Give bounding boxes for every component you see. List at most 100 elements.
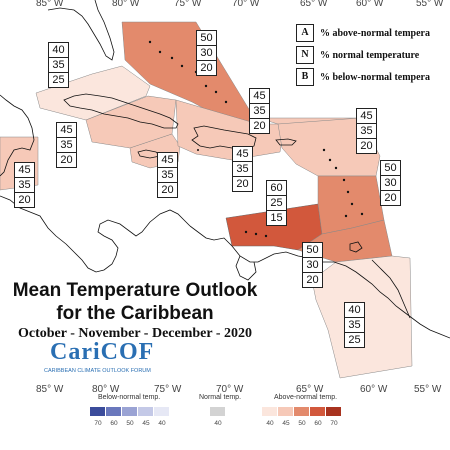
prob-box-cuba-north: 40 35 25 [48, 42, 69, 88]
island-dot [264, 234, 268, 238]
prob-above: 45 [250, 89, 269, 104]
lon-label-80w-bottom: 80° W [92, 384, 120, 395]
below-normal-tick-label: 60 [110, 420, 118, 427]
island-dot [328, 158, 332, 162]
lon-label-75w: 75° W [174, 0, 202, 9]
above-normal-swatch [278, 407, 293, 416]
below-normal-tick-label: 70 [94, 420, 102, 427]
lon-label-70w: 70° W [232, 0, 260, 9]
prob-above: 60 [267, 181, 286, 196]
prob-normal: 35 [15, 178, 34, 193]
above-normal-tick-label: 40 [266, 420, 274, 427]
caricof-logo: CariCOF CARIBBEAN CLIMATE OUTLOOK FORUM [44, 339, 184, 375]
prob-box-cuba-central: 45 35 20 [56, 122, 77, 168]
island-dot [254, 232, 258, 236]
prob-normal: 35 [250, 104, 269, 119]
coastline-maracaibo [235, 255, 257, 281]
prob-box-jamaica: 45 35 20 [157, 152, 178, 198]
prob-below: 20 [60, 154, 73, 166]
lon-label-85w: 85° W [36, 0, 64, 9]
coastline-central-america [0, 195, 191, 273]
island-dot [244, 230, 248, 234]
island-dot [342, 178, 346, 182]
below-normal-tick-label: 40 [158, 420, 166, 427]
above-normal-swatch [326, 407, 341, 416]
prob-normal: 30 [197, 46, 216, 61]
coastline-cuba [63, 93, 179, 129]
above-normal-tick-label: 50 [298, 420, 306, 427]
normal-caption: Normal temp. [199, 394, 242, 401]
prob-below: 20 [360, 140, 373, 152]
below-normal-caption: Below-normal temp. [98, 394, 161, 401]
prob-normal: 30 [303, 258, 322, 273]
prob-above: 45 [15, 163, 34, 178]
prob-above: 45 [233, 147, 252, 162]
key-text: % above-normal tempera [320, 27, 430, 39]
above-normal-tick-label: 60 [314, 420, 322, 427]
lon-label-70w-bottom: 70° W [216, 384, 244, 395]
prob-below: 25 [348, 334, 361, 346]
island-dot [344, 214, 348, 218]
coastline-guianas [371, 259, 411, 319]
prob-above: 40 [345, 303, 364, 318]
lon-label-80w: 80° W [112, 0, 140, 9]
zone-cuba-north [35, 65, 151, 121]
lon-label-60w-bottom: 60° W [360, 384, 388, 395]
key-legend: A % above-normal tempera N % normal temp… [296, 22, 450, 88]
prob-below: 20 [384, 192, 397, 204]
key-letter: A [296, 24, 314, 42]
prob-normal: 35 [49, 58, 68, 73]
island-dot [322, 148, 326, 152]
prob-above: 40 [49, 43, 68, 58]
logo-subtitle: CARIBBEAN CLIMATE OUTLOOK FORUM [44, 368, 151, 374]
forecast-period: October - November - December - 2020 [17, 326, 253, 341]
below-normal-tick-label: 45 [142, 420, 150, 427]
prob-normal: 35 [233, 162, 252, 177]
lon-label-55w-bottom: 55° W [414, 384, 442, 395]
key-text: % normal temperature [320, 49, 420, 61]
above-normal-swatch [310, 407, 325, 416]
prob-box-trinidad: 50 30 20 [302, 242, 323, 288]
prob-box-windward-islands: 50 30 20 [380, 160, 401, 206]
below-normal-swatch [122, 407, 137, 416]
lon-label-65w: 65° W [300, 0, 328, 9]
map-title-line2: for the Caribbean [56, 303, 214, 324]
lon-label-65w-bottom: 65° W [296, 384, 324, 395]
prob-box-turks-caicos: 45 35 20 [249, 88, 270, 134]
key-legend-row-above: A % above-normal tempera [296, 22, 450, 44]
prob-below: 20 [161, 184, 174, 196]
above-normal-tick-label: 45 [282, 420, 290, 427]
prob-box-hispaniola: 45 35 20 [232, 146, 253, 192]
island-dot [224, 100, 228, 104]
prob-box-leeward-islands: 45 35 20 [356, 108, 377, 154]
prob-box-abc-islands: 60 25 15 [266, 180, 287, 226]
key-letter: B [296, 68, 314, 86]
prob-normal: 35 [357, 124, 376, 139]
prob-above: 50 [303, 243, 322, 258]
prob-normal: 25 [267, 196, 286, 211]
prob-below: 20 [18, 194, 31, 206]
lon-label-55w: 55° W [416, 0, 444, 9]
color-scale-legend: Below-normal temp. Normal temp. Above-no… [0, 390, 450, 450]
island-dot [148, 40, 152, 44]
island-dot [214, 90, 218, 94]
prob-above: 45 [158, 153, 177, 168]
prob-normal: 30 [381, 176, 400, 191]
map-title: Mean Temperature Outlook [12, 280, 258, 301]
prob-below: 20 [306, 274, 319, 286]
prob-above: 45 [357, 109, 376, 124]
above-normal-caption: Above-normal temp. [274, 394, 338, 401]
key-text: % below-normal tempera [320, 71, 430, 83]
prob-below: 25 [52, 74, 65, 86]
prob-above: 50 [197, 31, 216, 46]
prob-normal: 35 [345, 318, 364, 333]
island-dot [346, 190, 350, 194]
below-normal-tick-label: 50 [126, 420, 134, 427]
above-normal-tick-label: 70 [330, 420, 338, 427]
coastline-gulf [0, 94, 35, 177]
island-dot [197, 149, 199, 151]
island-dot [170, 56, 174, 60]
lon-label-85w-bottom: 85° W [36, 384, 64, 395]
coastline-puerto-rico [275, 138, 297, 146]
